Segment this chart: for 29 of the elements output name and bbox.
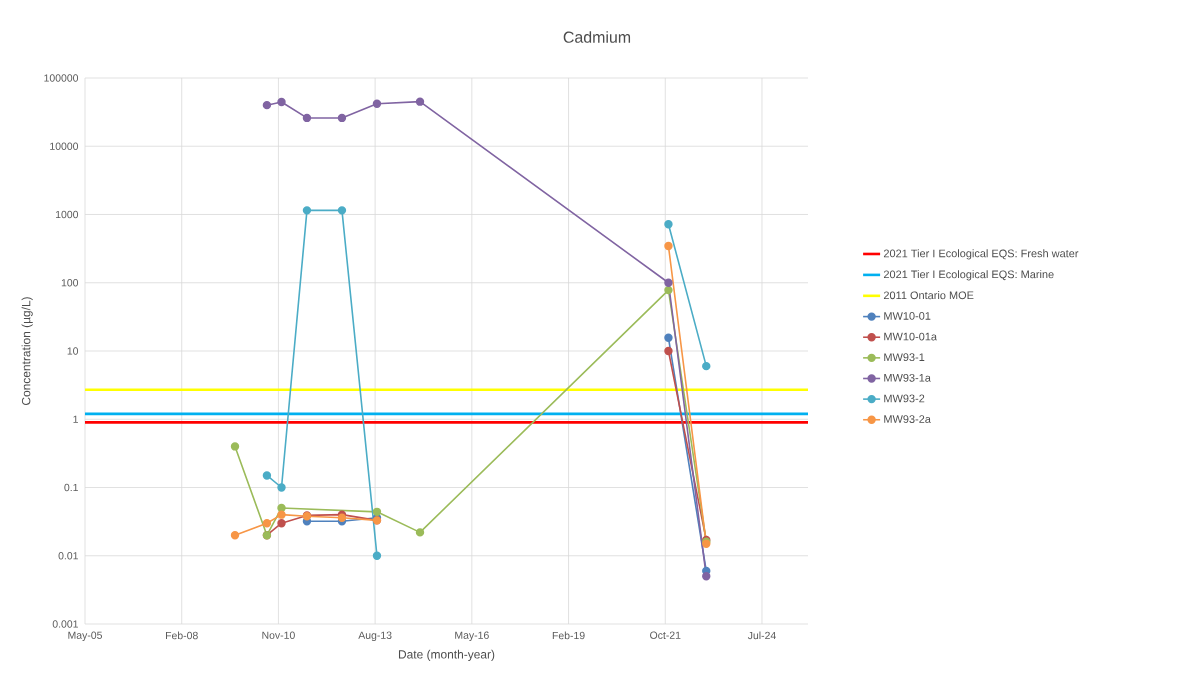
legend-label: MW93-1: [884, 353, 925, 362]
legend-label: 2011 Ontario MOE: [883, 291, 974, 300]
x-tick-label: May-16: [455, 631, 489, 641]
legend-label: 2021 Tier I Ecological EQS: Fresh water: [883, 249, 1079, 260]
x-tick-label: Feb-08: [166, 631, 198, 640]
y-axis-title: Concentration (µg/L): [21, 297, 33, 405]
legend-label: MW10-01a: [884, 332, 937, 341]
y-tick-label: 0.01: [58, 552, 78, 560]
legend-label: 2021 Tier I Ecological EQS: Marine: [883, 270, 1054, 281]
y-tick-label: 10: [67, 347, 79, 355]
y-tick-label: 100000: [44, 74, 79, 82]
x-tick-label: Aug-13: [358, 631, 392, 641]
legend-label: MW10-01: [884, 312, 931, 320]
y-tick-label: 0.001: [52, 620, 78, 628]
x-axis-title: Date (month-year): [398, 649, 495, 661]
legend-label: MW93-1a: [884, 373, 931, 382]
x-tick-label: Oct-21: [650, 631, 681, 639]
y-tick-label: 1000: [56, 210, 79, 219]
x-tick-label: Feb-19: [552, 631, 585, 640]
x-tick-label: Jul-24: [747, 631, 776, 640]
y-tick-label: 10000: [50, 142, 79, 150]
legend-label: MW93-2a: [884, 415, 931, 423]
chart-title: Cadmium: [563, 31, 631, 43]
x-tick-label: Nov-10: [262, 631, 295, 639]
legend-label: MW93-2: [884, 394, 925, 403]
x-tick-label: May-05: [68, 631, 102, 641]
y-tick-label: 100: [61, 279, 79, 287]
y-tick-label: 0.1: [64, 483, 78, 492]
y-tick-label: 1: [73, 415, 78, 423]
